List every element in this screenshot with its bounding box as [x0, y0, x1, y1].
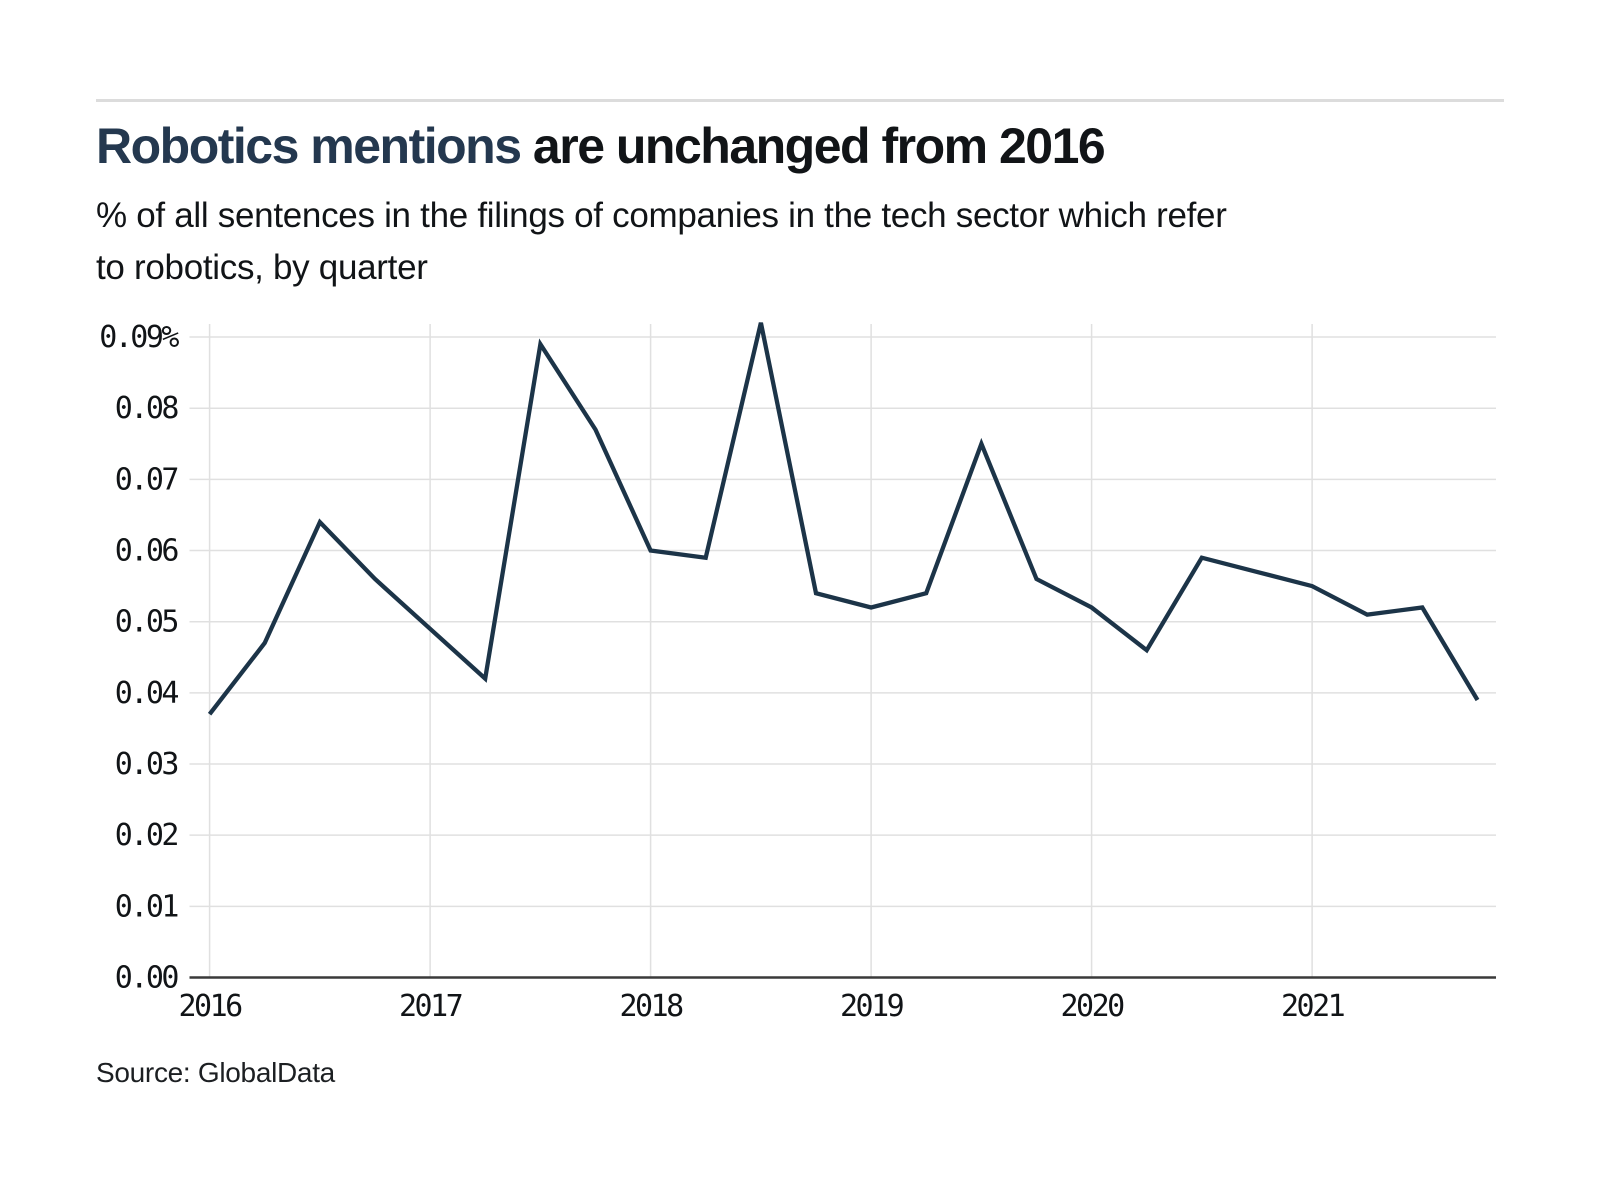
chart-subtitle: % of all sentences in the filings of com…	[96, 190, 1227, 294]
y-tick-label: 0.02	[115, 818, 178, 853]
source-text: Source: GlobalData	[96, 1057, 335, 1088]
y-tick-label: 0.01	[115, 889, 179, 924]
chart-subtitle-line1: % of all sentences in the filings of com…	[96, 196, 1227, 235]
data-line	[207, 322, 1480, 716]
y-tick-label: 0.03	[115, 747, 178, 782]
y-tick-label: 0.05	[115, 605, 178, 640]
x-tick-label: 2018	[619, 989, 683, 1024]
x-tick-label: 2016	[178, 989, 242, 1024]
y-tick-label: 0.07	[115, 462, 178, 497]
x-tick-label: 2017	[399, 989, 462, 1024]
chart-title-highlight: Robotics mentions	[96, 118, 522, 174]
y-tick-label: 0.09%	[99, 320, 179, 355]
y-tick-label: 0.08	[115, 391, 179, 426]
x-tick-label: 2019	[840, 989, 904, 1024]
y-tick-label: 0.06	[115, 534, 179, 569]
x-tick-label: 2021	[1281, 989, 1345, 1024]
chart-title: Robotics mentions are unchanged from 201…	[96, 118, 1106, 174]
chart-title-rest: are unchanged from 2016	[520, 118, 1106, 174]
top-divider-rule	[96, 99, 1504, 102]
chart-subtitle-line2: to robotics, by quarter	[96, 248, 428, 287]
y-tick-label: 0.00	[115, 961, 179, 996]
x-tick-label: 2020	[1060, 989, 1124, 1024]
y-tick-label: 0.04	[115, 676, 179, 711]
